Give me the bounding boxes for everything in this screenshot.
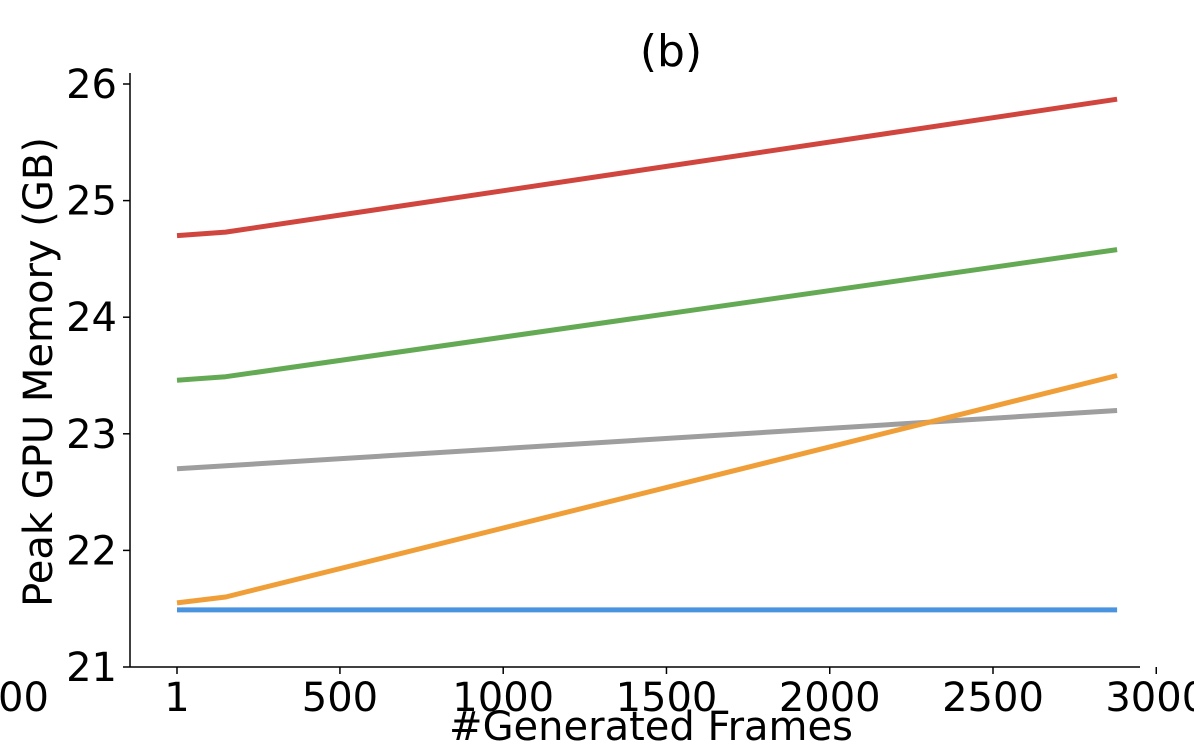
x-tick-label: 1000 (452, 675, 554, 721)
x-ticks: 150010001500200025003000 (164, 667, 1194, 721)
y-ticks: 21 22 23 24 25 26 (66, 62, 130, 691)
x-tick-label: 2000 (779, 675, 881, 721)
x-axis-label: #Generated Frames (449, 704, 853, 746)
x-tick-label: 2500 (942, 675, 1044, 721)
chart-title: (b) (640, 26, 702, 77)
series-line-gray (176, 408, 1118, 472)
series-line-green (176, 247, 1118, 383)
y-tick-label: 25 (66, 179, 117, 225)
series-layer (176, 96, 1118, 613)
x-tick-label: 1500 (616, 675, 718, 721)
stray-tick-label: 00 (0, 675, 49, 721)
series-line-red (176, 96, 1118, 239)
y-tick-label: 21 (66, 645, 117, 691)
y-tick-label: 26 (66, 62, 117, 108)
x-tick-label: 1 (164, 675, 189, 721)
x-tick-label: 500 (302, 675, 378, 721)
series-line-orange (176, 373, 1118, 606)
x-tick-label: 3000 (1105, 675, 1194, 721)
y-tick-label: 24 (66, 295, 117, 341)
y-tick-label: 22 (66, 528, 117, 574)
y-axis-label: Peak GPU Memory (GB) (16, 137, 62, 607)
y-tick-label: 23 (66, 412, 117, 458)
